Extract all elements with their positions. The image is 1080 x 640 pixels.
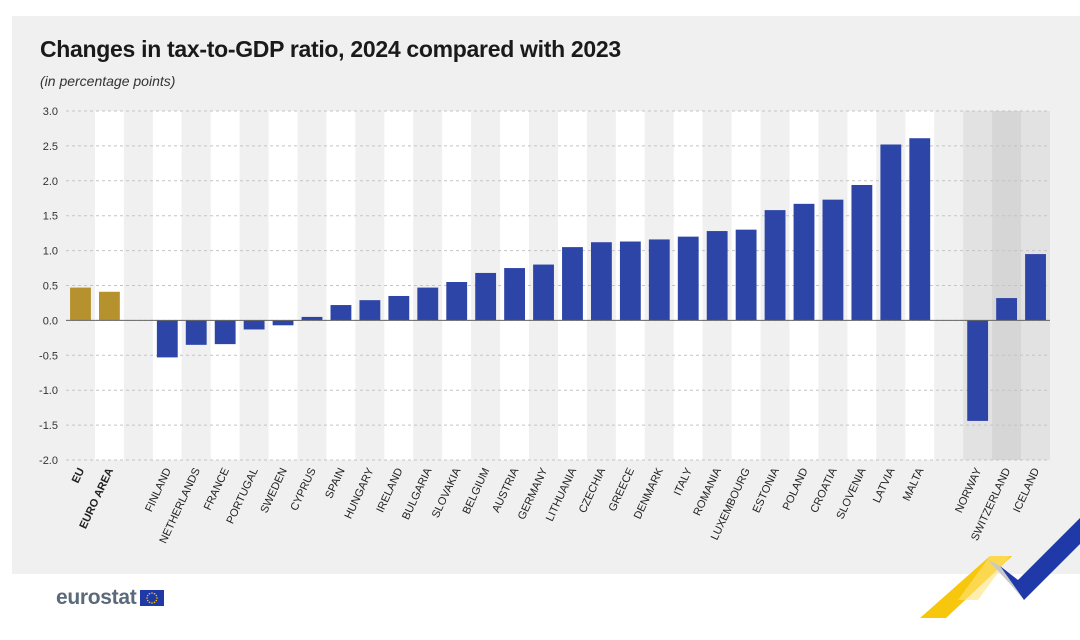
- bar: [330, 305, 352, 321]
- bar: [562, 247, 583, 321]
- bar: [156, 320, 178, 358]
- x-tick-label: DENMARK: [632, 466, 666, 522]
- bar: [735, 229, 757, 321]
- flag-star: [151, 602, 154, 604]
- x-tick-label: ESTONIA: [751, 466, 782, 515]
- x-tick-label: ITALY: [672, 466, 695, 498]
- bar: [967, 320, 989, 421]
- y-tick-label: -2.0: [39, 455, 58, 467]
- bar: [793, 203, 815, 321]
- y-tick-label: 2.0: [43, 176, 58, 188]
- bar: [648, 239, 670, 321]
- x-tick-label: SPAIN: [323, 466, 348, 500]
- bar: [590, 242, 612, 321]
- x-tick-label: FRANCE: [202, 466, 232, 512]
- x-tick-label: GREECE: [607, 466, 638, 513]
- x-tick-label: CROATIA: [808, 466, 839, 515]
- x-tick-label: IRELAND: [375, 466, 406, 514]
- x-tick-label: BELGIUM: [461, 466, 493, 516]
- x-tick-label: POLAND: [781, 466, 811, 512]
- bar: [619, 241, 641, 321]
- y-tick-label: -0.5: [39, 350, 58, 362]
- brand-name: eurostat: [56, 586, 137, 609]
- y-tick-label: 0.5: [43, 281, 58, 293]
- x-tick-label: LITHUANIA: [544, 466, 579, 524]
- x-tick-label: MALTA: [901, 466, 927, 503]
- bar: [504, 268, 526, 321]
- chart-title: Changes in tax-to-GDP ratio, 2024 compar…: [40, 36, 621, 62]
- bar: [996, 298, 1018, 321]
- x-tick-label: SLOVENIA: [834, 466, 868, 522]
- bar: [1025, 254, 1046, 321]
- eu-flag-icon: [140, 590, 165, 606]
- flag-star: [151, 592, 154, 594]
- bar: [70, 287, 91, 321]
- bar: [272, 320, 294, 326]
- flag-star: [155, 599, 158, 602]
- y-tick-label: 0.0: [43, 315, 58, 327]
- flag-star: [149, 601, 151, 604]
- bar: [98, 291, 120, 321]
- bar: [475, 272, 497, 321]
- bar: [533, 264, 554, 321]
- flag-star: [155, 594, 158, 597]
- x-tick-label: SWEDEN: [258, 466, 289, 515]
- bar: [706, 231, 728, 321]
- x-tick-label: ICELAND: [1011, 466, 1042, 514]
- y-tick-label: 1.5: [43, 211, 58, 223]
- x-tick-label: LATVIA: [871, 466, 898, 505]
- chart-subtitle: (in percentage points): [40, 73, 176, 89]
- bar: [185, 320, 207, 345]
- x-tick-label: AUSTRIA: [490, 466, 521, 515]
- flag-star: [147, 594, 149, 597]
- x-tick-label: CZECHIA: [577, 466, 609, 515]
- y-tick-label: 2.5: [43, 141, 58, 153]
- bar: [880, 144, 902, 321]
- bar: [214, 320, 236, 345]
- bar: [677, 236, 699, 321]
- flag-star: [156, 597, 159, 599]
- flag-star: [146, 597, 149, 599]
- y-tick-label: 1.0: [43, 246, 58, 258]
- bar: [359, 300, 381, 321]
- bars: [70, 138, 1046, 421]
- x-tick-label: FINLAND: [143, 466, 174, 514]
- flag-star: [147, 599, 149, 602]
- bar: [851, 184, 873, 321]
- x-tick-label: EU: [70, 466, 87, 485]
- y-tick-label: -1.5: [39, 420, 58, 432]
- y-tick-label: -1.0: [39, 385, 58, 397]
- flag-star: [154, 592, 156, 595]
- eurostat-logo: eurostat: [56, 586, 165, 610]
- bar: [822, 199, 844, 321]
- gridlines: [66, 110, 1050, 461]
- bar: [301, 316, 323, 321]
- x-tick-label: NORWAY: [953, 466, 984, 515]
- x-tick-label: CYPRUS: [288, 466, 318, 513]
- bar: [909, 138, 931, 321]
- y-axis-ticks: 3.0 2.5 2.0 1.5 1.0 0.5 0.0 -0.5 -1.0 -1.5 -2.0: [39, 106, 58, 467]
- bar: [417, 287, 439, 321]
- y-tick-label: 3.0: [43, 106, 58, 118]
- bar: [243, 320, 265, 330]
- bar: [388, 295, 410, 321]
- flag-star: [154, 601, 156, 604]
- bar: [446, 282, 468, 321]
- bar: [764, 210, 786, 321]
- flag-star: [149, 592, 151, 595]
- x-tick-label: SLOVAKIA: [430, 466, 464, 520]
- x-tick-label: HUNGARY: [343, 466, 377, 521]
- x-tick-label: ROMANIA: [691, 466, 724, 518]
